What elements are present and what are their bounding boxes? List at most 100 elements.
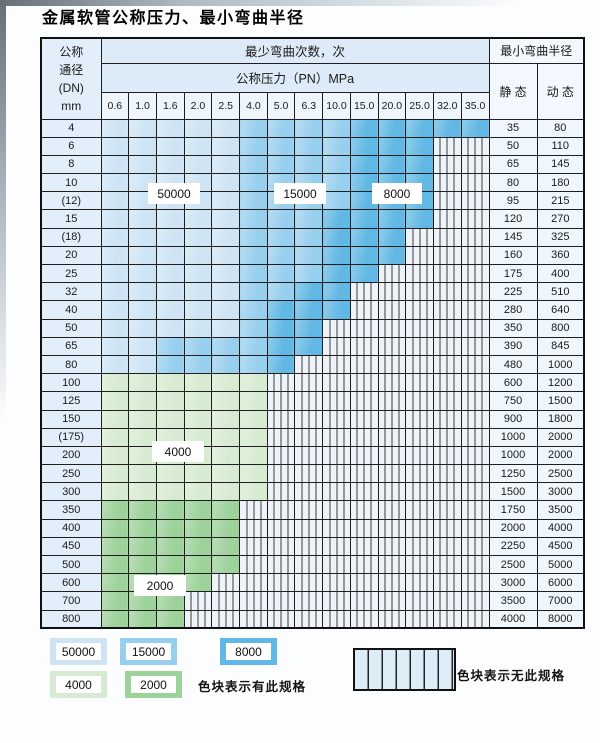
cell-15000-cycles (294, 136, 324, 156)
cell-not-available (377, 609, 407, 629)
cell-4000-cycles (155, 373, 185, 393)
cell-15000-cycles (266, 136, 296, 156)
cell-not-available (349, 409, 379, 429)
cell-8000-cycles (377, 154, 407, 175)
cell-not-available (266, 391, 296, 411)
cell-not-available (322, 427, 351, 447)
cell-not-available (377, 554, 407, 575)
table-row: (175) 1000 2000 (40, 427, 585, 447)
cell-not-available (266, 536, 296, 557)
cell-2000-cycles (183, 554, 213, 575)
cell-not-available (432, 391, 462, 411)
static-radius-cell: 2250 (488, 536, 538, 557)
cell-not-available (432, 482, 462, 502)
cell-not-available (432, 263, 462, 284)
cell-50000-cycles (155, 318, 185, 338)
static-radius-cell: 750 (488, 391, 538, 411)
dn-cell: 4 (40, 118, 102, 138)
dn-cell: 10 (40, 173, 102, 193)
cell-2000-cycles (128, 609, 157, 629)
cell-not-available (460, 263, 490, 284)
cell-50000-cycles (128, 118, 157, 138)
cell-not-available (322, 500, 351, 520)
table-row: (18) 145 325 (40, 227, 585, 247)
cell-not-available (460, 373, 490, 393)
dynamic-radius-cell: 400 (536, 263, 585, 284)
cell-50000-cycles (100, 245, 130, 266)
dn-cell: 80 (40, 354, 102, 375)
cell-4000-cycles (239, 427, 268, 447)
cell-2000-cycles (155, 500, 185, 520)
cell-15000-cycles (266, 154, 296, 175)
static-radius-cell: 1000 (488, 427, 538, 447)
cell-not-available (432, 282, 462, 302)
cell-15000-cycles (322, 173, 351, 193)
cell-not-available (322, 554, 351, 575)
cell-2000-cycles (155, 554, 185, 575)
cell-not-available (349, 354, 379, 375)
cell-not-available (405, 300, 434, 320)
cell-4000-cycles (100, 391, 130, 411)
cell-not-available (432, 427, 462, 447)
dynamic-radius-cell: 1500 (536, 391, 585, 411)
cell-8000-cycles (377, 136, 407, 156)
cell-not-available (322, 609, 351, 629)
dynamic-radius-cell: 4000 (536, 518, 585, 538)
cell-8000-cycles (405, 118, 434, 138)
cell-not-available (405, 464, 434, 484)
table-row: 800 4000 8000 (40, 609, 585, 629)
legend-swatch-value: 50000 (56, 643, 101, 660)
cell-not-available (322, 591, 351, 611)
dynamic-radius-cell: 110 (536, 136, 585, 156)
cell-15000-cycles (266, 245, 296, 266)
cell-not-available (405, 518, 434, 538)
dynamic-radius-cell: 3000 (536, 482, 585, 502)
table-row: 350 1750 3500 (40, 500, 585, 520)
static-radius-cell: 1500 (488, 482, 538, 502)
cell-2000-cycles (100, 591, 130, 611)
cell-8000-cycles (322, 209, 351, 229)
cell-8000-cycles (322, 227, 351, 247)
cell-4000-cycles (211, 445, 241, 466)
static-radius-cell: 280 (488, 300, 538, 320)
cell-4000-cycles (211, 409, 241, 429)
cell-not-available (349, 500, 379, 520)
cell-15000-cycles (239, 154, 268, 175)
cell-2000-cycles (211, 518, 241, 538)
pressure-col-header: 35.0 (460, 91, 490, 120)
cell-4000-cycles (100, 482, 130, 502)
static-radius-cell: 145 (488, 227, 538, 247)
cell-8000-cycles (322, 245, 351, 266)
dynamic-radius-cell: 325 (536, 227, 585, 247)
cell-15000-cycles (266, 118, 296, 138)
cell-15000-cycles (239, 282, 268, 302)
cell-50000-cycles (100, 318, 130, 338)
cell-not-available (239, 609, 268, 629)
cell-8000-cycles (377, 227, 407, 247)
static-radius-cell: 65 (488, 154, 538, 175)
cell-not-available (460, 554, 490, 575)
cell-50000-cycles (128, 154, 157, 175)
dn-cell: 350 (40, 500, 102, 520)
cycle-count-label-15000: 15000 (274, 183, 326, 204)
cell-not-available (405, 573, 434, 593)
cell-not-available (432, 336, 462, 356)
cell-not-available (294, 373, 324, 393)
cell-not-available (266, 409, 296, 429)
cell-not-available (405, 318, 434, 338)
dynamic-radius-cell: 1200 (536, 373, 585, 393)
static-radius-cell: 95 (488, 191, 538, 211)
table-row: 300 1500 3000 (40, 482, 585, 502)
cell-50000-cycles (100, 354, 130, 375)
cell-8000-cycles (294, 300, 324, 320)
pressure-col-header: 4.0 (239, 91, 268, 120)
cell-8000-cycles (349, 191, 379, 211)
dn-cell: (175) (40, 427, 102, 447)
cell-50000-cycles (100, 191, 130, 211)
cell-15000-cycles (266, 282, 296, 302)
cell-8000-cycles (266, 300, 296, 320)
cell-not-available (432, 300, 462, 320)
cell-not-available (460, 191, 490, 211)
cell-50000-cycles (100, 336, 130, 356)
cell-not-available (349, 318, 379, 338)
